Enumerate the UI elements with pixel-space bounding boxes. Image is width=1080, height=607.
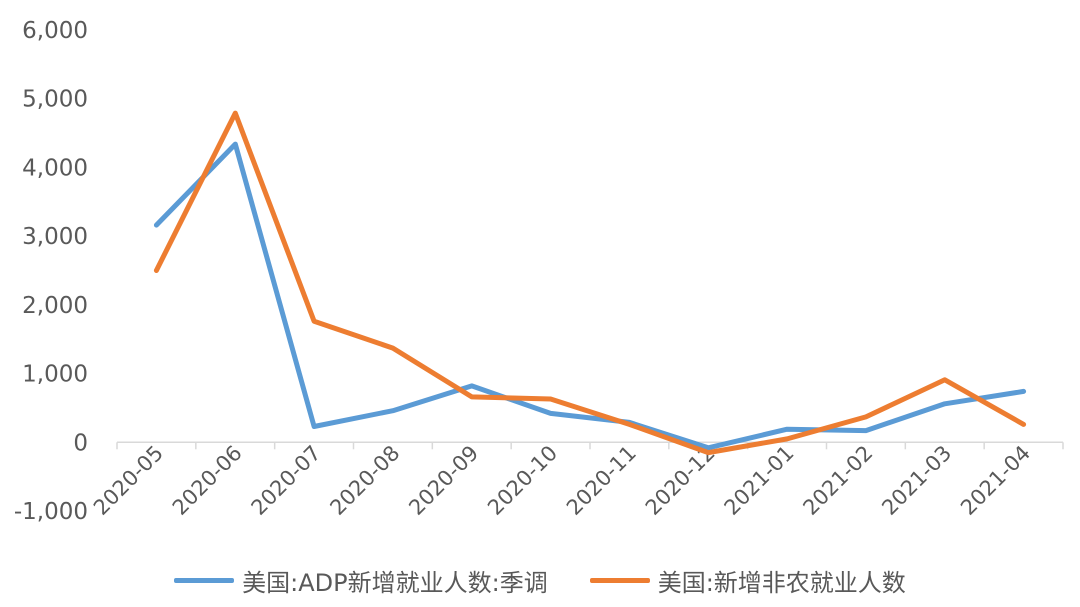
legend-swatch-adp: [174, 577, 235, 583]
x-tick-label: 2021-02: [798, 441, 877, 520]
y-tick-label: 5,000: [22, 87, 88, 113]
y-tick-label: 0: [73, 430, 88, 456]
y-tick-label: 1,000: [22, 362, 88, 388]
y-tick-label: 3,000: [22, 224, 88, 250]
legend-label-nonfarm: 美国:新增非农就业人数: [657, 568, 906, 597]
x-tick-label: 2020-11: [562, 441, 641, 520]
legend: 美国:ADP新增就业人数:季调 美国:新增非农就业人数: [0, 562, 1080, 598]
x-axis-tick-labels: 2020-05 2020-06 2020-07 2020-08 2020-09 2020-…: [89, 441, 1035, 520]
y-axis-tick-labels: -1,000 0 1,000 2,000 3,000 4,000 5,000 6,000: [14, 18, 88, 525]
legend-swatch-nonfarm: [589, 577, 650, 583]
x-tick-label: 2020-07: [247, 441, 326, 520]
x-tick-label: 2020-08: [325, 441, 404, 520]
y-tick-label: 6,000: [22, 18, 88, 44]
x-tick-label: 2020-06: [168, 441, 247, 520]
y-tick-label: 2,000: [22, 293, 88, 319]
x-tick-label: 2020-10: [483, 441, 562, 520]
series-lines: [153, 110, 1027, 456]
y-tick-label: -1,000: [14, 499, 88, 525]
series-line-nonfarm: [153, 110, 1027, 456]
legend-item-nonfarm: 美国:新增非农就业人数: [589, 563, 906, 598]
legend-item-adp: 美国:ADP新增就业人数:季调: [174, 563, 548, 598]
x-tick-label: 2021-01: [720, 441, 799, 520]
series-line-adp: [153, 141, 1027, 451]
x-tick-label: 2020-05: [89, 441, 168, 520]
x-tick-label: 2021-03: [877, 441, 956, 520]
y-tick-label: 4,000: [22, 155, 88, 181]
line-chart: -1,000 0 1,000 2,000 3,000 4,000 5,000 6,000 20…: [14, 18, 1064, 525]
x-axis: [116, 441, 1064, 450]
x-tick-label: 2020-09: [404, 441, 483, 520]
x-tick-label: 2021-04: [956, 441, 1035, 520]
legend-label-adp: 美国:ADP新增就业人数:季调: [242, 568, 548, 597]
